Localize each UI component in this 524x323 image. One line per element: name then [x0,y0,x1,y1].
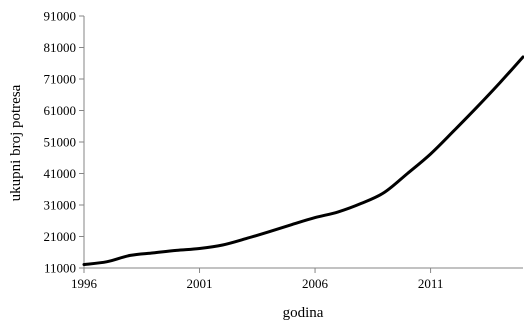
y-tick-label: 71000 [44,72,77,87]
x-tick-label: 2006 [302,276,329,291]
y-tick-label: 21000 [44,229,77,244]
x-axis-label: godina [283,305,324,321]
y-tick-label: 31000 [44,198,77,213]
y-tick-label: 91000 [44,9,77,24]
y-tick-label: 41000 [44,166,77,181]
y-axis-ticks: 11000 21000 31000 41000 51000 61000 71000 81000… [44,9,84,276]
y-axis-label: ukupni broj potresa [8,84,24,201]
y-tick-label: 61000 [44,103,77,118]
x-tick-label: 2001 [187,276,213,291]
y-tick-label: 51000 [44,135,77,150]
x-axis-ticks: 1996 2001 2006 2011 [71,268,443,291]
y-tick-label: 11000 [44,261,76,276]
x-tick-label: 1996 [71,276,98,291]
x-tick-label: 2011 [418,276,444,291]
series-line [82,55,524,267]
y-tick-label: 81000 [44,40,77,55]
